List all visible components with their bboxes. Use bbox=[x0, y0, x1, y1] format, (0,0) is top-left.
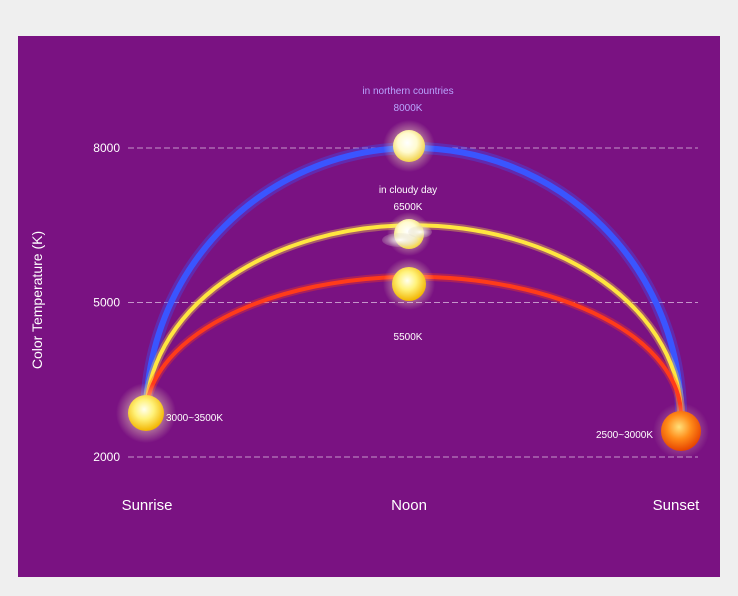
cloudy-annotation-line2: 6500K bbox=[394, 202, 423, 213]
y-tick-label-8000: 8000 bbox=[93, 141, 120, 155]
noon-sun-icon bbox=[383, 258, 435, 310]
sunrise-value-annotation: 3000~3500K bbox=[166, 413, 223, 424]
sunset-sun-icon bbox=[653, 403, 709, 459]
x-category-label-sunset: Sunset bbox=[653, 497, 701, 514]
cloudy-annotation-line1: in cloudy day bbox=[379, 185, 437, 196]
northern-annotation-line2: 8000K bbox=[394, 103, 423, 114]
cloudy-sun-icon bbox=[382, 212, 432, 256]
y-axis-title: Color Temperature (K) bbox=[29, 231, 45, 369]
y-tick-label-5000: 5000 bbox=[93, 296, 120, 310]
x-category-label-noon: Noon bbox=[391, 497, 427, 514]
northern-annotation-line1: in northern countries bbox=[362, 86, 453, 97]
chart-panel bbox=[18, 36, 720, 577]
sunset-value-annotation: 2500~3000K bbox=[596, 430, 653, 441]
noon-sun-high-icon bbox=[383, 120, 435, 172]
x-category-label-sunrise: Sunrise bbox=[122, 497, 173, 514]
y-tick-label-2000: 2000 bbox=[93, 450, 120, 464]
noon-value-annotation: 5500K bbox=[394, 332, 423, 343]
x-category-labels: Sunrise Noon Sunset bbox=[122, 497, 701, 514]
sunrise-sun-icon bbox=[116, 383, 176, 443]
y-tick-labels: 2000 5000 8000 bbox=[93, 141, 120, 464]
